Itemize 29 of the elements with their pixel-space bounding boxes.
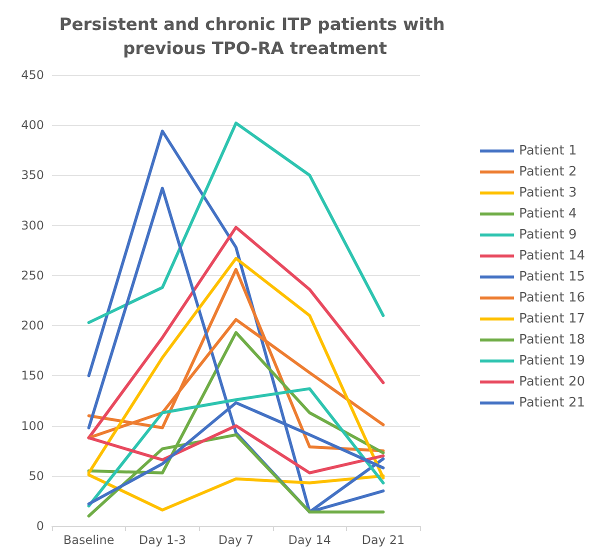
legend-label: Patient 2 — [519, 164, 577, 180]
legend-label: Patient 19 — [519, 354, 586, 368]
y-tick-label: 400 — [21, 118, 44, 132]
legend-label: Patient 16 — [519, 290, 586, 306]
x-tick-label: Day 1-3 — [138, 533, 186, 547]
legend-label: Patient 14 — [519, 248, 586, 264]
y-tick-label: 50 — [28, 468, 44, 483]
x-tick-label: Day 21 — [362, 533, 405, 547]
x-tick-label: Day 7 — [218, 533, 254, 547]
legend-label: Patient 20 — [519, 374, 586, 390]
legend-label: Patient 17 — [519, 312, 586, 326]
y-tick-label: 200 — [21, 318, 44, 333]
legend-label: Patient 21 — [519, 396, 586, 410]
legend-label: Patient 18 — [519, 332, 586, 348]
chart-title: Persistent and chronic ITP patients with previous TPO-RA treatment — [59, 15, 451, 59]
x-tick-label: Day 14 — [288, 533, 331, 547]
y-tick-label: 350 — [21, 168, 44, 182]
legend-label: Patient 4 — [519, 206, 577, 222]
y-tick-label: 300 — [21, 218, 44, 232]
y-tick-label: 250 — [21, 268, 44, 282]
y-tick-label: 0 — [36, 519, 44, 533]
y-tick-label: 150 — [21, 368, 44, 383]
legend-label: Patient 9 — [519, 228, 577, 242]
x-tick-label: Baseline — [63, 533, 114, 547]
legend-label: Patient 15 — [519, 270, 586, 284]
legend-label: Patient 1 — [519, 144, 577, 158]
legend-label: Patient 3 — [519, 186, 577, 200]
y-tick-label: 450 — [21, 68, 44, 82]
y-tick-label: 100 — [21, 418, 44, 433]
